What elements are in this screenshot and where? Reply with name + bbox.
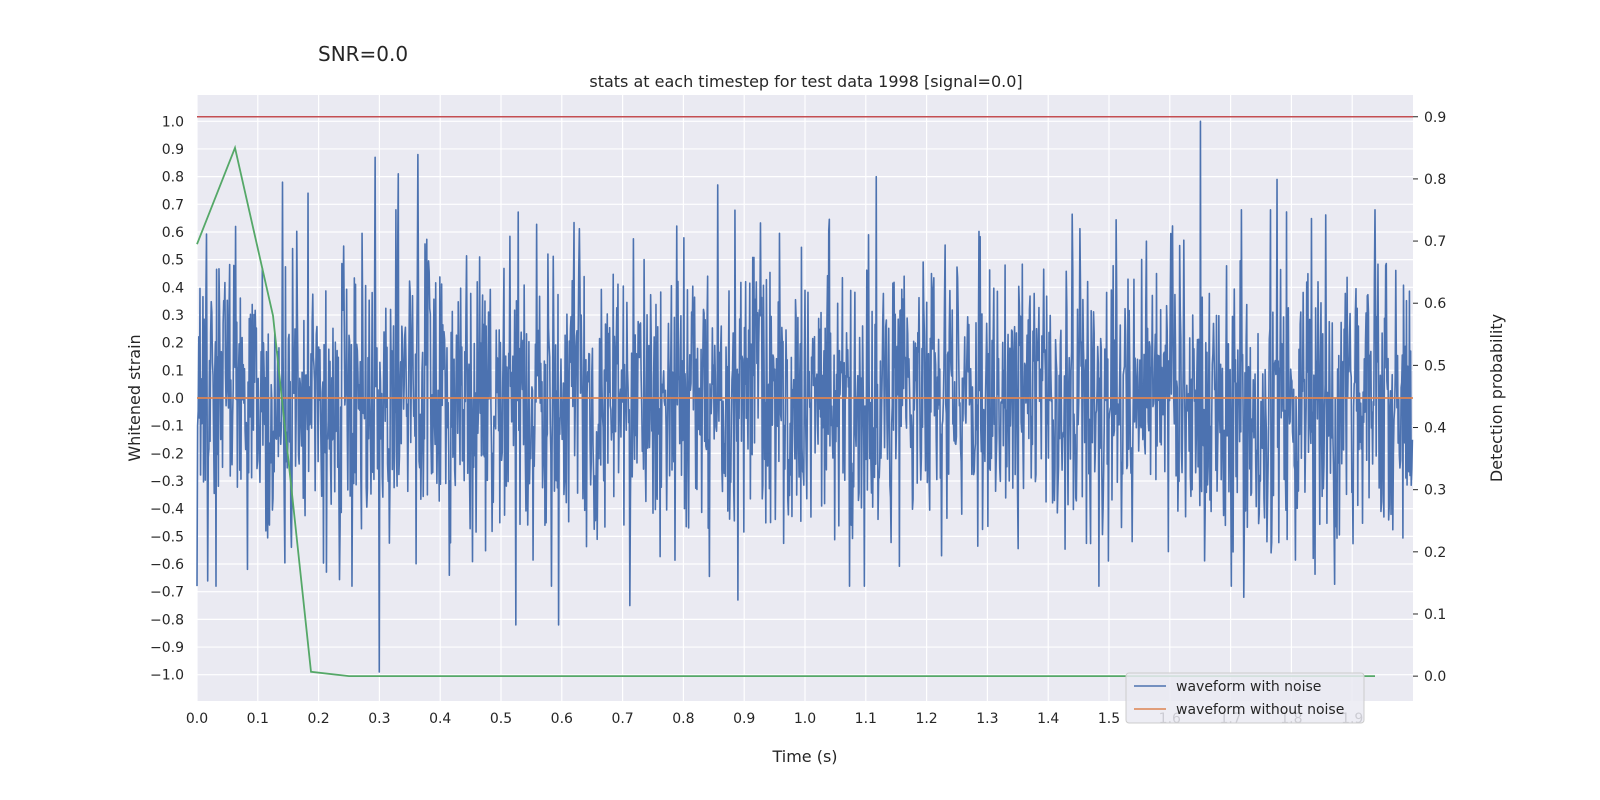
- y-right-tick-label: 0.7: [1424, 234, 1446, 250]
- x-tick-label: 0.7: [611, 711, 633, 727]
- y-tick-label: −0.5: [150, 529, 184, 545]
- x-tick-label: 1.2: [915, 711, 937, 727]
- y-tick-label: 0.6: [162, 225, 184, 241]
- y-tick-label: −0.2: [150, 446, 184, 462]
- y-right-tick-label: 0.8: [1424, 172, 1446, 188]
- y-axis-label: Whitened strain: [125, 334, 144, 461]
- y-right-tick-label: 0.0: [1424, 669, 1446, 685]
- y-right-tick-label: 0.9: [1424, 110, 1446, 126]
- y-tick-label: −0.9: [150, 640, 184, 656]
- series-layer: [196, 115, 1414, 678]
- y-right-tick-label: 0.5: [1424, 358, 1446, 374]
- x-tick-label: 0.4: [429, 711, 451, 727]
- y-tick-label: 0.0: [162, 391, 184, 407]
- y-right-tick-labels: 0.9 0.8 0.7 0.6 0.5 0.4 0.3 0.2 0.1 0.0: [1413, 110, 1446, 685]
- legend-label-noise: waveform with noise: [1176, 679, 1321, 695]
- y-tick-label: −0.4: [150, 502, 184, 518]
- y-right-tick-label: 0.2: [1424, 545, 1446, 561]
- y-tick-label: 0.3: [162, 308, 184, 324]
- chart-suptitle: SNR=0.0: [318, 42, 408, 66]
- x-tick-label: 1.5: [1098, 711, 1120, 727]
- y-tick-labels: 1.0 0.9 0.8 0.7 0.6 0.5 0.4 0.3 0.2 0.1 0.0 −0.1 −0.…: [150, 114, 184, 683]
- x-tick-label: 0.6: [551, 711, 573, 727]
- y-tick-label: −0.8: [150, 612, 184, 628]
- y-tick-label: 0.4: [162, 280, 184, 296]
- series-waveform-with-noise: [196, 120, 1414, 673]
- x-tick-label: 0.0: [186, 711, 208, 727]
- y-right-tick-label: 0.1: [1424, 607, 1446, 623]
- x-axis-label: Time (s): [771, 747, 837, 766]
- y-right-tick-label: 0.3: [1424, 483, 1446, 499]
- x-tick-label: 0.9: [733, 711, 755, 727]
- y-tick-label: −0.7: [150, 585, 184, 601]
- y-tick-label: −0.6: [150, 557, 184, 573]
- x-tick-label: 1.0: [794, 711, 816, 727]
- legend-label-clean: waveform without noise: [1176, 702, 1344, 718]
- x-tick-label: 1.3: [976, 711, 998, 727]
- legend: waveform with noise waveform without noi…: [1125, 672, 1365, 724]
- y-tick-label: 0.2: [162, 336, 184, 352]
- y-right-axis-label: Detection probability: [1487, 314, 1506, 482]
- x-tick-label: 0.1: [247, 711, 269, 727]
- y-tick-label: −0.1: [150, 419, 184, 435]
- y-tick-label: 0.7: [162, 197, 184, 213]
- x-tick-label: 0.5: [490, 711, 512, 727]
- x-tick-label: 0.8: [672, 711, 694, 727]
- y-tick-label: 0.9: [162, 142, 184, 158]
- y-tick-label: 0.1: [162, 363, 184, 379]
- x-tick-label: 0.3: [368, 711, 390, 727]
- y-tick-label: 0.8: [162, 170, 184, 186]
- x-tick-label: 1.4: [1037, 711, 1059, 727]
- y-tick-label: 0.5: [162, 253, 184, 269]
- x-tick-label: 1.1: [855, 711, 877, 727]
- y-right-tick-label: 0.4: [1424, 421, 1446, 437]
- y-tick-label: 1.0: [162, 114, 184, 130]
- legend-box: [1125, 672, 1365, 724]
- y-tick-label: −0.3: [150, 474, 184, 490]
- chart-title: stats at each timestep for test data 199…: [589, 72, 1022, 91]
- x-tick-label: 0.2: [307, 711, 329, 727]
- series-detection-probability: [196, 144, 1375, 678]
- y-tick-label: −1.0: [150, 668, 184, 684]
- y-right-tick-label: 0.6: [1424, 296, 1446, 312]
